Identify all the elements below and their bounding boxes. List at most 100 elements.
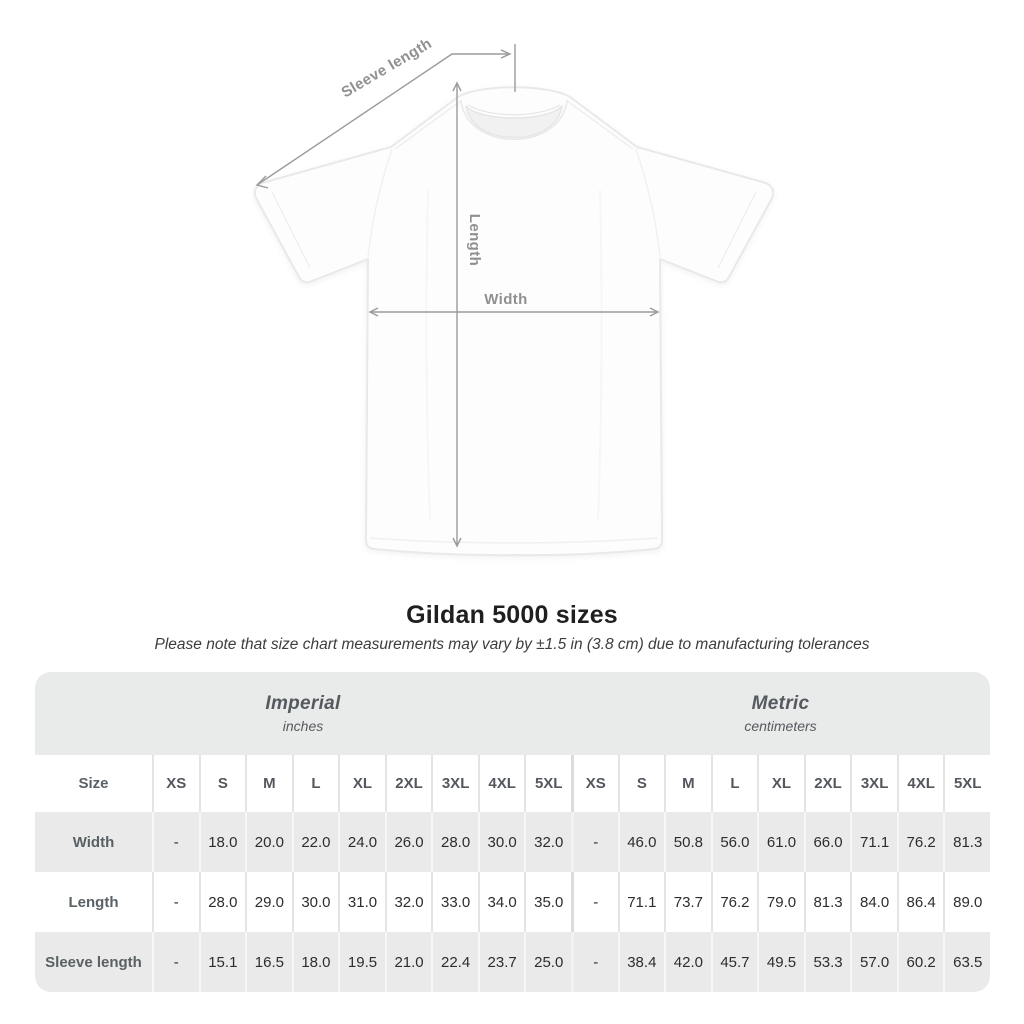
measurement-cell: -	[571, 932, 618, 992]
fabric-crease-left	[425, 189, 431, 521]
measurement-cell: 28.0	[198, 872, 246, 932]
size-column-header: Size	[35, 755, 152, 812]
measurement-cell: 18.0	[291, 932, 339, 992]
page-title: Gildan 5000 sizes	[406, 601, 618, 629]
shoulder-seam-right	[565, 99, 634, 150]
tolerance-note: Please note that size chart measurements…	[154, 636, 870, 653]
measurement-cell: 86.4	[896, 872, 944, 932]
measurement-cell: 57.0	[850, 932, 897, 992]
size-header-cell: S	[617, 755, 665, 812]
measurement-cell: 61.0	[757, 812, 804, 872]
tshirt-diagram: Sleeve length Length Width	[253, 35, 775, 557]
measurement-cell: 22.0	[291, 812, 339, 872]
bottom-hem-seam	[369, 537, 659, 544]
length-arrowhead-top	[452, 81, 462, 92]
measurement-cell: 30.0	[477, 812, 525, 872]
measurement-cell: 23.7	[477, 932, 525, 992]
measurement-cell: 60.2	[896, 932, 944, 992]
measurement-cell: -	[152, 932, 199, 992]
measurement-cell: 29.0	[245, 872, 292, 932]
measurement-cell: 28.0	[431, 812, 478, 872]
size-header-cell: XS	[152, 755, 199, 812]
imperial-group-header: Imperial inches	[35, 672, 571, 755]
size-header-cell: L	[710, 755, 758, 812]
measurement-cell: 15.1	[198, 932, 246, 992]
measurement-cell: -	[571, 872, 618, 932]
tshirt-graphic	[253, 86, 775, 557]
shoulder-seam-left	[394, 99, 463, 150]
size-header-cell: XS	[571, 755, 618, 812]
imperial-group-unit: inches	[282, 718, 324, 734]
measurement-cell: 25.0	[524, 932, 571, 992]
measurement-cell: 81.3	[943, 812, 990, 872]
measurement-cell: 32.0	[384, 872, 432, 932]
measurement-cell: -	[152, 872, 199, 932]
size-header-cell: 3XL	[431, 755, 478, 812]
size-header-cell: 4XL	[896, 755, 944, 812]
measurement-cell: 24.0	[338, 812, 385, 872]
measurement-cell: 18.0	[198, 812, 246, 872]
measurement-cell: 66.0	[803, 812, 851, 872]
measurement-cell: 79.0	[757, 872, 804, 932]
measurement-cell: 31.0	[338, 872, 385, 932]
measurement-cell: 63.5	[943, 932, 990, 992]
length-label: Length	[466, 214, 483, 266]
size-table: Imperial inches Metric centimeters Size X…	[35, 672, 990, 992]
sleeve-hem-right	[717, 191, 757, 269]
measurement-cell: 45.7	[710, 932, 758, 992]
metric-group-unit: centimeters	[744, 718, 817, 734]
measurement-cell: 20.0	[245, 812, 292, 872]
measurement-cell: 76.2	[710, 872, 758, 932]
size-header-cell: XL	[757, 755, 804, 812]
measurement-cell: 16.5	[245, 932, 292, 992]
size-header-cell: 3XL	[850, 755, 897, 812]
measurement-cell: 26.0	[384, 812, 432, 872]
width-label: Width	[484, 291, 528, 308]
measurement-cell: 21.0	[384, 932, 432, 992]
measurement-cell: 84.0	[850, 872, 897, 932]
measurement-cell: 33.0	[431, 872, 478, 932]
measurement-cell: 81.3	[803, 872, 851, 932]
sleeve-length-label: Sleeve length	[338, 35, 434, 101]
measurement-cell: 32.0	[524, 812, 571, 872]
imperial-group-label: Imperial	[265, 693, 341, 714]
collar-rib-line	[460, 100, 568, 140]
tshirt-outline	[253, 86, 775, 557]
measurement-arrows	[255, 44, 660, 548]
measurement-cell: 22.4	[431, 932, 478, 992]
metric-group-header: Metric centimeters	[571, 672, 990, 755]
measurement-cell: 34.0	[477, 872, 525, 932]
size-header-cell: M	[245, 755, 292, 812]
row-label: Sleeve length	[35, 932, 152, 992]
size-header-cell: 5XL	[524, 755, 571, 812]
row-label: Width	[35, 812, 152, 872]
width-arrowhead-right	[649, 307, 660, 317]
collar-opening	[465, 105, 563, 139]
measurement-cell: 53.3	[803, 932, 851, 992]
measurement-cell: 73.7	[664, 872, 711, 932]
size-header-cell: 2XL	[803, 755, 851, 812]
measurement-cell: 30.0	[291, 872, 339, 932]
row-label: Length	[35, 872, 152, 932]
measurement-cell: 71.1	[617, 872, 665, 932]
width-arrowhead-left	[368, 307, 379, 317]
collar-backneck-seam	[467, 104, 561, 116]
measurement-cell: -	[152, 812, 199, 872]
size-header-cell: M	[664, 755, 711, 812]
size-header-cell: 2XL	[384, 755, 432, 812]
size-header-cell: L	[291, 755, 339, 812]
length-arrowhead-bottom	[452, 537, 462, 548]
measurement-cell: 89.0	[943, 872, 990, 932]
armhole-seam-right	[635, 148, 661, 258]
measurement-cell: 50.8	[664, 812, 711, 872]
size-header-cell: S	[198, 755, 246, 812]
fabric-crease-right	[597, 189, 603, 521]
measurement-cell: -	[571, 812, 618, 872]
size-header-cell: XL	[338, 755, 385, 812]
measurement-cell: 42.0	[664, 932, 711, 992]
size-header-cell: 5XL	[943, 755, 990, 812]
size-header-cell: 4XL	[477, 755, 525, 812]
measurement-cell: 56.0	[710, 812, 758, 872]
metric-group-label: Metric	[751, 693, 810, 714]
